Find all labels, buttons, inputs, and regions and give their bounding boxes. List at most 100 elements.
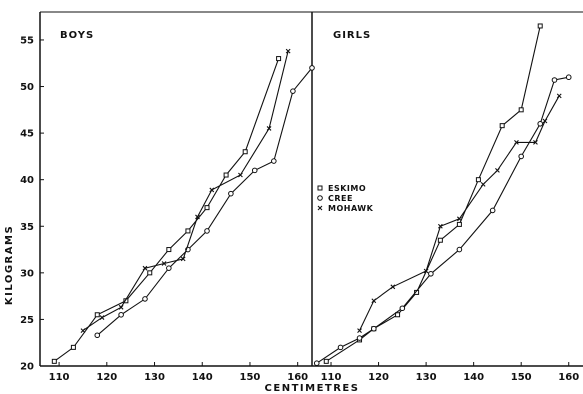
circle-marker bbox=[271, 158, 277, 164]
x-marker bbox=[390, 284, 396, 290]
series-line bbox=[82, 50, 289, 332]
x-marker bbox=[80, 328, 86, 333]
y-tick-label: 35 bbox=[20, 222, 34, 233]
x-marker bbox=[161, 261, 167, 266]
circle-marker bbox=[537, 120, 544, 127]
circle-marker bbox=[356, 335, 363, 341]
circle-marker bbox=[204, 228, 210, 234]
square-marker bbox=[475, 177, 481, 183]
circle-marker bbox=[489, 207, 496, 214]
circle-marker bbox=[456, 246, 463, 253]
circle-marker bbox=[565, 74, 572, 81]
circle-marker bbox=[551, 77, 558, 83]
series-line bbox=[96, 67, 313, 336]
chart-frame bbox=[39, 11, 583, 367]
boys-panel-title: BOYS bbox=[60, 30, 94, 41]
circle-marker bbox=[94, 332, 101, 339]
square-marker bbox=[395, 312, 401, 318]
y-tick-label: 50 bbox=[20, 82, 34, 93]
x-marker bbox=[142, 265, 148, 271]
series-line bbox=[53, 58, 280, 362]
square-marker bbox=[518, 107, 524, 113]
x-marker bbox=[495, 167, 500, 173]
series-mohawk-boys bbox=[80, 48, 291, 333]
y-tick-label: 30 bbox=[20, 268, 34, 279]
series-line bbox=[316, 76, 569, 364]
circle-marker bbox=[228, 190, 234, 197]
square-marker bbox=[51, 358, 57, 364]
series-cree-boys bbox=[94, 65, 315, 339]
y-tick-label: 40 bbox=[20, 175, 34, 186]
circle-marker bbox=[251, 167, 258, 174]
x-tick-label: 160 bbox=[558, 372, 579, 383]
x-tick-label: 120 bbox=[96, 372, 117, 383]
legend-item-cree: CREE bbox=[317, 194, 353, 203]
square-marker bbox=[242, 149, 248, 155]
y-tick-label: 25 bbox=[20, 315, 34, 326]
series-eskimo-boys bbox=[51, 56, 282, 364]
x-marker bbox=[195, 214, 200, 220]
x-tick-label: 150 bbox=[511, 372, 532, 383]
circle-marker bbox=[518, 153, 524, 160]
x-tick-label: 110 bbox=[49, 372, 70, 383]
square-marker bbox=[94, 312, 100, 318]
circle-marker bbox=[428, 270, 434, 277]
series-cree-girls bbox=[313, 74, 572, 367]
square-marker bbox=[70, 344, 76, 350]
square-marker bbox=[147, 270, 153, 276]
x-tick-label: 120 bbox=[368, 372, 389, 383]
x-marker bbox=[266, 126, 272, 131]
series-layer bbox=[51, 23, 572, 367]
series-mohawk-girls bbox=[357, 93, 562, 333]
girls-panel-title: GIRLS bbox=[333, 30, 371, 41]
x-marker bbox=[423, 268, 429, 274]
x-tick-label: 110 bbox=[321, 372, 342, 383]
x-tick-label: 130 bbox=[144, 372, 165, 383]
y-tick-label: 20 bbox=[20, 362, 34, 373]
x-marker bbox=[533, 140, 538, 145]
square-marker bbox=[437, 237, 443, 243]
circle-marker bbox=[309, 65, 315, 71]
series-eskimo-girls bbox=[323, 23, 543, 364]
x-marker bbox=[357, 328, 362, 333]
x-marker bbox=[209, 187, 215, 193]
x-axis-ticks: 110 120 130 140 150 160 110 120 130 140 150 160 bbox=[49, 362, 579, 383]
square-marker bbox=[276, 56, 282, 62]
circle-marker bbox=[118, 311, 124, 318]
x-tick-label: 150 bbox=[240, 372, 261, 383]
x-tick-label: 160 bbox=[287, 372, 308, 383]
circle-marker bbox=[142, 296, 148, 302]
x-marker bbox=[118, 304, 124, 310]
y-tick-label: 55 bbox=[20, 35, 34, 46]
circle-marker bbox=[337, 344, 344, 351]
square-marker bbox=[166, 247, 172, 253]
square-marker bbox=[223, 172, 229, 178]
y-tick-label: 45 bbox=[20, 129, 34, 140]
circle-marker bbox=[313, 360, 320, 367]
x-tick-label: 140 bbox=[463, 372, 484, 383]
x-axis-title: CENTIMETRES bbox=[265, 383, 360, 394]
x-marker bbox=[238, 172, 243, 178]
legend-label: CREE bbox=[328, 194, 353, 203]
square-marker bbox=[537, 23, 543, 29]
x-marker bbox=[371, 298, 377, 304]
x-marker bbox=[99, 315, 105, 320]
legend-label: ESKIMO bbox=[328, 184, 366, 193]
legend-label: MOHAWK bbox=[328, 204, 374, 213]
x-tick-label: 130 bbox=[416, 372, 437, 383]
x-marker bbox=[437, 223, 443, 229]
square-marker bbox=[185, 228, 191, 234]
x-marker bbox=[180, 256, 186, 262]
series-line bbox=[359, 95, 560, 331]
square-marker bbox=[499, 123, 505, 129]
legend-item-eskimo: ESKIMO bbox=[317, 184, 366, 193]
y-axis-ticks: 20 25 30 35 40 45 50 55 bbox=[20, 35, 44, 373]
x-marker bbox=[317, 205, 323, 211]
y-axis-title: KILOGRAMS bbox=[4, 225, 15, 305]
circle-marker bbox=[317, 195, 323, 201]
square-marker bbox=[323, 358, 329, 364]
x-marker bbox=[480, 181, 486, 187]
x-marker bbox=[456, 216, 462, 222]
